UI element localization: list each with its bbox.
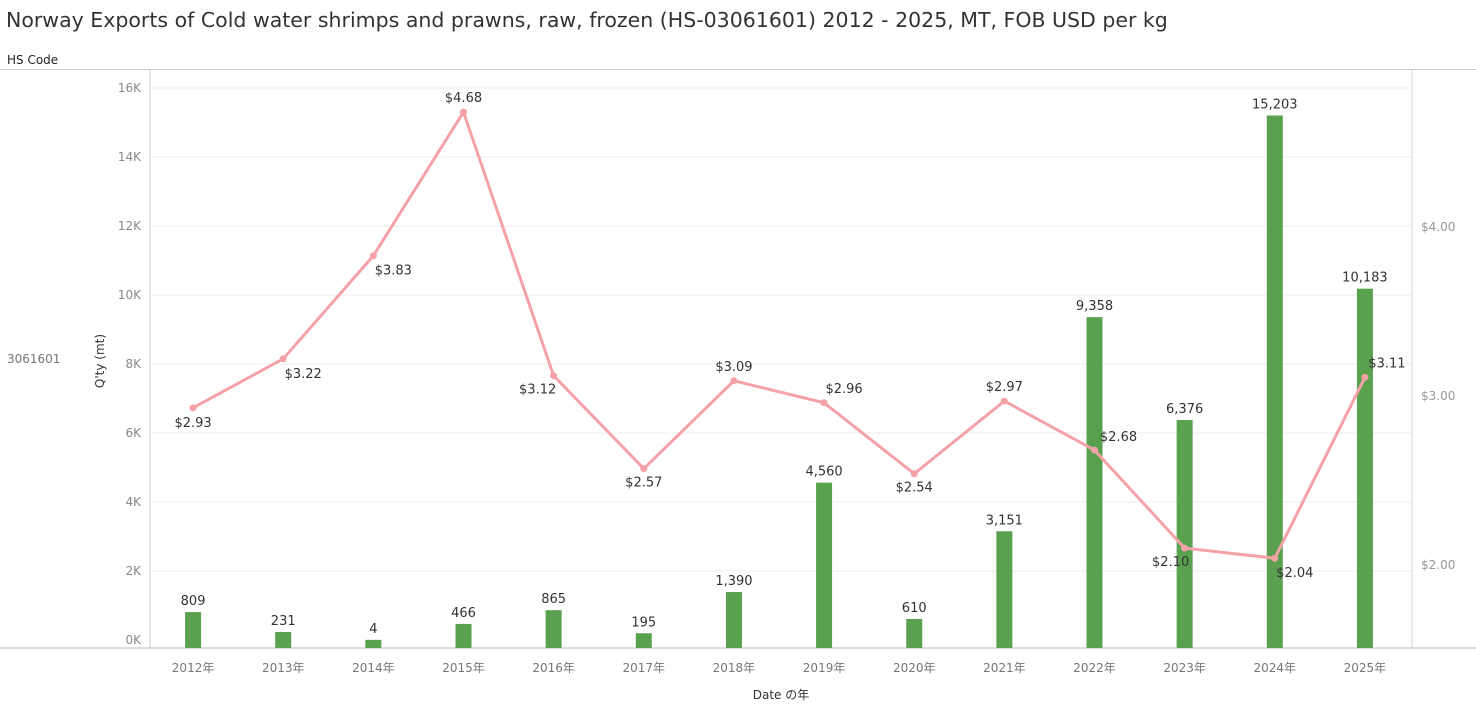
bar xyxy=(906,618,923,648)
y-right-tick-label: $2.00 xyxy=(1421,558,1455,572)
bar-data-label: 809 xyxy=(181,594,206,609)
price-point xyxy=(279,355,287,363)
price-point xyxy=(730,377,738,385)
bar-data-label: 1,390 xyxy=(715,574,752,589)
y-left-tick-label: 0K xyxy=(125,633,142,647)
line-series xyxy=(189,108,1369,562)
x-tick-label: 2020年 xyxy=(893,661,936,675)
price-data-label: $3.83 xyxy=(375,264,412,279)
y-left-tick-label: 14K xyxy=(118,150,142,164)
bar xyxy=(545,610,562,648)
price-point xyxy=(910,470,918,478)
price-data-label: $3.11 xyxy=(1368,356,1405,371)
header-divider xyxy=(0,69,1476,70)
bar xyxy=(1266,115,1283,648)
x-tick-label: 2024年 xyxy=(1254,661,1297,675)
y-left-tick-label: 8K xyxy=(125,357,142,371)
price-data-label: $3.09 xyxy=(715,360,752,375)
bar-data-label: 10,183 xyxy=(1342,271,1388,286)
price-point xyxy=(460,108,467,116)
price-point xyxy=(550,372,558,380)
bar-data-label: 610 xyxy=(902,601,927,616)
bar xyxy=(725,592,742,648)
bar xyxy=(455,623,472,648)
price-point xyxy=(1361,373,1369,381)
price-data-label: $2.10 xyxy=(1152,555,1189,570)
bar xyxy=(996,531,1013,648)
y-left-tick-label: 6K xyxy=(125,426,142,440)
price-data-label: $2.68 xyxy=(1100,430,1137,445)
chart-title: Norway Exports of Cold water shrimps and… xyxy=(6,8,1168,32)
price-data-label: $2.57 xyxy=(625,476,662,491)
bar xyxy=(816,482,833,648)
price-line xyxy=(192,110,1367,560)
bar-data-label: 9,358 xyxy=(1076,299,1113,314)
gridlines xyxy=(150,87,1412,572)
x-tick-label: 2013年 xyxy=(262,661,305,675)
x-tick-label: 2017年 xyxy=(623,661,666,675)
x-tick-label: 2019年 xyxy=(803,661,846,675)
price-point xyxy=(1181,544,1189,552)
price-point xyxy=(820,399,828,407)
y-left-tick-label: 4K xyxy=(125,495,142,509)
price-data-label: $3.22 xyxy=(285,367,322,382)
bar-data-label: 6,376 xyxy=(1166,402,1203,417)
bar xyxy=(275,632,292,648)
price-data-label: $2.04 xyxy=(1276,566,1313,581)
price-point xyxy=(369,252,377,260)
bar xyxy=(635,633,652,648)
x-tick-label: 2022年 xyxy=(1073,661,1116,675)
price-data-label: $2.97 xyxy=(986,380,1023,395)
x-tick-label: 2014年 xyxy=(352,661,395,675)
price-point xyxy=(640,465,648,473)
axes: 0K 2K 4K 6K 8K 10K 12K 14K 16K $2.00 $3.00 $4.00 201… xyxy=(0,70,1476,675)
price-point xyxy=(1271,554,1279,562)
price-point xyxy=(189,404,197,412)
bar-data-label: 15,203 xyxy=(1252,97,1298,112)
row-header-label: HS Code xyxy=(7,53,59,67)
x-axis-title: Date の年 xyxy=(753,688,810,702)
bar-data-label: 466 xyxy=(451,606,476,621)
x-tick-label: 2015年 xyxy=(442,661,485,675)
price-data-label: $2.54 xyxy=(896,481,933,496)
price-data-label: $2.93 xyxy=(174,416,211,431)
y-right-tick-label: $3.00 xyxy=(1421,389,1455,403)
bar-data-label: 4,560 xyxy=(805,465,842,480)
price-data-label: $4.68 xyxy=(445,91,482,106)
bar xyxy=(365,639,382,648)
bar-data-label: 195 xyxy=(631,615,656,630)
price-point xyxy=(1000,397,1008,405)
bar-data-label: 4 xyxy=(369,622,377,637)
y-axis-title: Q'ty (mt) xyxy=(93,334,107,388)
bar xyxy=(1176,420,1193,648)
bar xyxy=(185,612,202,648)
y-left-tick-label: 10K xyxy=(118,288,142,302)
y-left-tick-label: 12K xyxy=(118,219,142,233)
price-data-label: $2.96 xyxy=(825,382,862,397)
x-tick-label: 2012年 xyxy=(172,661,215,675)
x-tick-label: 2021年 xyxy=(983,661,1026,675)
bar-data-label: 865 xyxy=(541,592,566,607)
y-right-tick-label: $4.00 xyxy=(1421,220,1455,234)
y-left-tick-label: 2K xyxy=(125,564,142,578)
x-tick-label: 2016年 xyxy=(532,661,575,675)
x-tick-label: 2023年 xyxy=(1163,661,1206,675)
bar xyxy=(1086,317,1103,648)
row-value-label: 3061601 xyxy=(7,352,61,366)
x-tick-label: 2018年 xyxy=(713,661,756,675)
bar-data-label: 3,151 xyxy=(986,513,1023,528)
price-data-label: $3.12 xyxy=(519,383,556,398)
y-left-tick-label: 16K xyxy=(118,81,142,95)
bar-data-label: 231 xyxy=(271,614,296,629)
data-labels: 809 231 4 466 865 195 1,390 4,560 610 3,151 9,358 6… xyxy=(174,91,1405,637)
x-tick-label: 2025年 xyxy=(1344,661,1387,675)
bar xyxy=(1356,288,1373,648)
price-point xyxy=(1091,446,1098,454)
bar-series xyxy=(185,115,1373,648)
